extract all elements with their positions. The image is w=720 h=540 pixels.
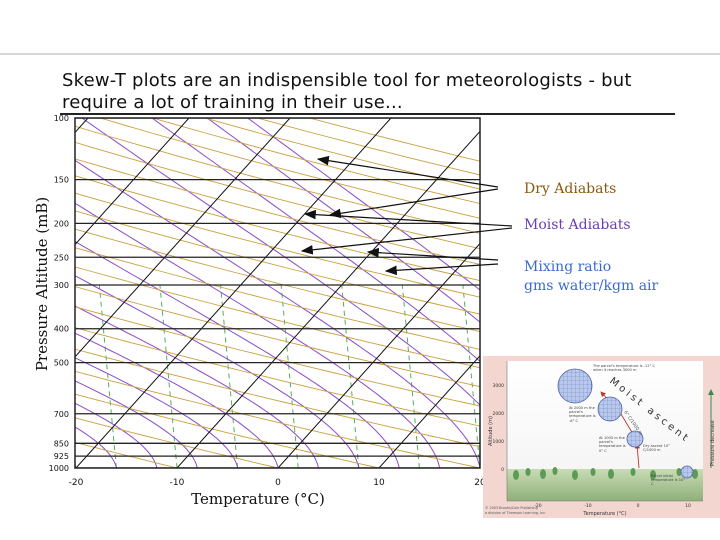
y-axis-label: Pressure Altitude (mB) bbox=[33, 197, 51, 371]
annotation-arrows bbox=[300, 155, 513, 276]
parcel-1000m bbox=[626, 430, 644, 448]
temperature-tick-label: -20 bbox=[69, 478, 84, 488]
mixing-ratio-line bbox=[401, 284, 420, 468]
isotherm-line bbox=[75, 118, 392, 468]
isotherm-line bbox=[75, 118, 291, 358]
inset-note-2000m-text: At 2000 m the parcel's temperature is -6… bbox=[569, 406, 596, 423]
dry-adiabat-line bbox=[75, 327, 480, 427]
slide-title: Skew-T plots are an indispensible tool f… bbox=[62, 70, 632, 113]
isotherm-line bbox=[277, 242, 480, 468]
parcel-2000m bbox=[597, 396, 623, 422]
moist-ascent-inset: Pressure decrease Moist ascent 6° C/1000… bbox=[483, 356, 720, 518]
inset-trees bbox=[513, 467, 698, 480]
pressure-tick-label: 250 bbox=[54, 253, 69, 262]
pressure-tick-label: 850 bbox=[54, 439, 69, 448]
mixing-ratio-line bbox=[98, 284, 117, 468]
isotherm-line bbox=[378, 355, 480, 468]
inset-note-dry-text: Dry ascent 10° C/1000 m bbox=[643, 444, 670, 453]
isotherm-lines bbox=[75, 118, 480, 468]
pressure-tick-labels: 100 150 200 250 300 400 500 700 850 925 1000 bbox=[49, 114, 69, 473]
inset-xtick: 10 bbox=[685, 503, 691, 509]
isotherm-line bbox=[75, 118, 190, 246]
pressure-tick-label: 700 bbox=[54, 410, 69, 419]
pressure-tick-label: 1000 bbox=[49, 464, 69, 473]
moist-arrow-2 bbox=[300, 227, 513, 255]
title-underline bbox=[60, 113, 675, 115]
moist-arrow-1 bbox=[303, 209, 513, 227]
temperature-tick-label: -10 bbox=[170, 478, 185, 488]
inset-note-1000m: At 1000 m the parcel's temperature is 0°… bbox=[599, 436, 626, 453]
plot-area bbox=[75, 118, 480, 468]
slide-top-rule bbox=[0, 53, 720, 55]
parcel-3000m bbox=[557, 368, 593, 404]
inset-note-surface-text: Parcel initial temperature is 10° C bbox=[651, 474, 686, 487]
pressure-tick-label: 925 bbox=[54, 452, 69, 461]
inset-copyright-1: © 2003 Brooks/Cole Publishing bbox=[485, 506, 538, 510]
dry-arrow-1 bbox=[316, 155, 499, 188]
isobar-lines bbox=[75, 118, 480, 468]
inset-ytick: 0 bbox=[501, 467, 504, 473]
mixing-arrow-1 bbox=[366, 247, 499, 261]
inset-copyright-2: a division of Thomson Learning, Inc. bbox=[485, 511, 546, 515]
inset-note-dry: Dry ascent 10° C/1000 m bbox=[643, 444, 670, 453]
inset-note-3000m-text: The parcel's temperature is -12° C when … bbox=[593, 364, 655, 373]
pressure-tick-label: 500 bbox=[54, 359, 69, 368]
mixing-ratio-line bbox=[280, 284, 299, 468]
legend-dry-adiabats: Dry Adiabats bbox=[524, 181, 616, 197]
mixing-ratio-line bbox=[220, 284, 239, 468]
pressure-tick-label: 100 bbox=[54, 114, 69, 123]
temperature-tick-label: 10 bbox=[373, 478, 385, 488]
inset-x-label: Temperature (°C) bbox=[582, 511, 626, 517]
inset-note-1000m-text: At 1000 m the parcel's temperature is 0°… bbox=[599, 436, 626, 453]
inset-xtick: -20 bbox=[534, 503, 541, 509]
pressure-tick-label: 200 bbox=[54, 219, 69, 228]
inset-dry-ascent-arrow bbox=[634, 443, 641, 469]
inset-note-2000m: At 2000 m the parcel's temperature is -6… bbox=[569, 406, 596, 423]
mixing-ratio-lines bbox=[98, 284, 480, 468]
mixing-ratio-line bbox=[462, 284, 480, 468]
x-axis-label: Temperature (°C) bbox=[191, 490, 325, 508]
legend-mixing-ratio: Mixing ratio bbox=[524, 259, 611, 275]
pressure-tick-label: 400 bbox=[54, 325, 69, 334]
pressure-tick-label: 150 bbox=[54, 176, 69, 185]
plot-frame bbox=[74, 117, 481, 469]
temperature-tick-label: 20 bbox=[474, 478, 486, 488]
dry-adiabat-line bbox=[75, 306, 480, 407]
dry-adiabat-line bbox=[75, 286, 480, 388]
inset-xtick: 0 bbox=[637, 503, 640, 509]
inset-note-3000m: The parcel's temperature is -12° C when … bbox=[593, 364, 655, 373]
inset-note-surface: Parcel initial temperature is 10° C bbox=[651, 474, 686, 487]
inset-ytick: 1000 bbox=[493, 439, 505, 445]
inset-xtick: -10 bbox=[584, 503, 591, 509]
inset-ytick: 3000 bbox=[493, 383, 505, 389]
inset-y-label: Altitude (m) bbox=[488, 416, 494, 446]
dry-arrow-2 bbox=[328, 188, 499, 219]
pressure-tick-label: 300 bbox=[54, 281, 69, 290]
isotherm-line bbox=[176, 130, 480, 468]
inset-ytick: 2000 bbox=[493, 411, 505, 417]
legend-mixing-ratio-units: gms water/kgm air bbox=[524, 278, 659, 294]
temperature-tick-label: 0 bbox=[275, 478, 281, 488]
legend-moist-adiabats: Moist Adiabats bbox=[524, 217, 631, 233]
inset-ground bbox=[507, 469, 703, 501]
inset-pressure-label: Pressure decrease bbox=[710, 420, 716, 466]
parcel-surface bbox=[680, 465, 694, 479]
mixing-arrow-2 bbox=[384, 263, 499, 276]
